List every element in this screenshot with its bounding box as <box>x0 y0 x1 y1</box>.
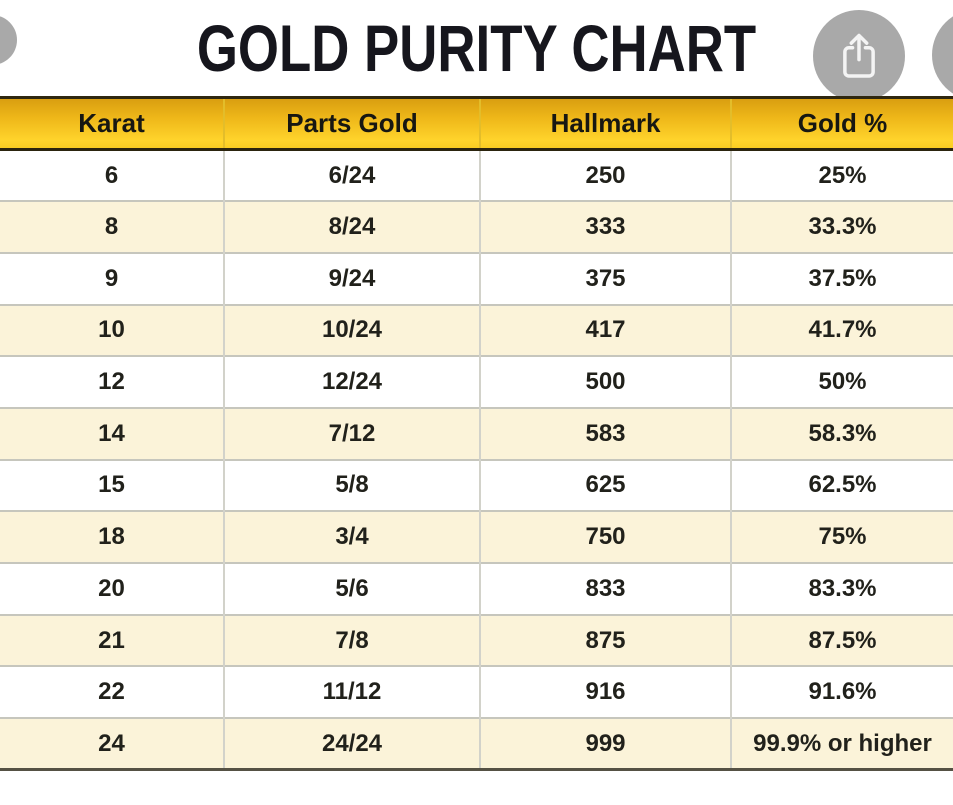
table-row: 12 12/24 500 50% <box>0 355 953 408</box>
table-cell: 99.9% or higher <box>730 717 953 772</box>
table-cell: 15 <box>0 458 224 512</box>
table-cell: 10 <box>0 303 224 357</box>
table-cell: 333 <box>479 200 731 253</box>
share-icon <box>843 33 875 78</box>
table-cell: 21 <box>0 613 224 667</box>
table-cell: 41.7% <box>730 303 953 357</box>
share-button[interactable] <box>813 10 905 102</box>
table-cell: 33.3% <box>730 200 953 253</box>
partial-round-button-left[interactable] <box>0 15 17 65</box>
table-cell: 11/12 <box>223 665 480 719</box>
table-cell: 916 <box>479 665 731 719</box>
table-row: 6 6/24 250 25% <box>0 149 953 202</box>
table-cell: 7/8 <box>223 613 480 667</box>
partial-round-button-right[interactable] <box>932 9 953 101</box>
table-cell: 3/4 <box>223 510 480 563</box>
table-cell: 875 <box>479 613 731 667</box>
table-cell: 75% <box>730 510 953 563</box>
table-row: 8 8/24 333 33.3% <box>0 200 953 253</box>
table-cell: 9/24 <box>223 251 480 305</box>
column-header-gold-: Gold % <box>730 96 953 151</box>
table-row: 22 11/12 916 91.6% <box>0 665 953 719</box>
table-header: Karat Parts Gold Hallmark Gold % <box>0 96 953 151</box>
table-cell: 24/24 <box>223 717 480 772</box>
table-cell: 50% <box>730 355 953 408</box>
table-cell: 58.3% <box>730 406 953 460</box>
table-cell: 18 <box>0 510 224 563</box>
table-row: 10 10/24 417 41.7% <box>0 303 953 357</box>
table-cell: 22 <box>0 665 224 719</box>
table-cell: 83.3% <box>730 562 953 615</box>
column-header-karat: Karat <box>0 96 224 151</box>
table-cell: 24 <box>0 717 224 772</box>
header-row: Karat Parts Gold Hallmark Gold % <box>0 96 953 151</box>
table-cell: 62.5% <box>730 458 953 512</box>
table-row: 9 9/24 375 37.5% <box>0 251 953 305</box>
table-cell: 8 <box>0 200 224 253</box>
column-header-hallmark: Hallmark <box>479 96 731 151</box>
table-row: 24 24/24 999 99.9% or higher <box>0 717 953 772</box>
table-cell: 375 <box>479 251 731 305</box>
table-body: 6 6/24 250 25% 8 8/24 333 33.3% 9 9/24 375 37.5% 10 1… <box>0 149 953 772</box>
table-cell: 25% <box>730 149 953 202</box>
table-cell: 37.5% <box>730 251 953 305</box>
table-cell: 417 <box>479 303 731 357</box>
table-row: 20 5/6 833 83.3% <box>0 562 953 615</box>
table-cell: 9 <box>0 251 224 305</box>
table-cell: 750 <box>479 510 731 563</box>
table-cell: 6/24 <box>223 149 480 202</box>
table-row: 14 7/12 583 58.3% <box>0 406 953 460</box>
table-cell: 833 <box>479 562 731 615</box>
table-row: 15 5/8 625 62.5% <box>0 458 953 512</box>
table-cell: 12/24 <box>223 355 480 408</box>
column-header-parts-gold: Parts Gold <box>223 96 480 151</box>
table-cell: 999 <box>479 717 731 772</box>
gold-purity-table: Karat Parts Gold Hallmark Gold % 6 6/24 250 25… <box>0 96 953 772</box>
table-cell: 5/8 <box>223 458 480 512</box>
table-cell: 91.6% <box>730 665 953 719</box>
table-cell: 6 <box>0 149 224 202</box>
table-cell: 5/6 <box>223 562 480 615</box>
table-row: 21 7/8 875 87.5% <box>0 613 953 667</box>
table-cell: 7/12 <box>223 406 480 460</box>
table-cell: 625 <box>479 458 731 512</box>
table-cell: 12 <box>0 355 224 408</box>
table-cell: 583 <box>479 406 731 460</box>
table-cell: 500 <box>479 355 731 408</box>
table-cell: 10/24 <box>223 303 480 357</box>
table-cell: 8/24 <box>223 200 480 253</box>
page-title: GOLD PURITY CHART <box>196 11 757 85</box>
table-cell: 250 <box>479 149 731 202</box>
table-cell: 87.5% <box>730 613 953 667</box>
table-row: 18 3/4 750 75% <box>0 510 953 563</box>
table-cell: 20 <box>0 562 224 615</box>
table-cell: 14 <box>0 406 224 460</box>
